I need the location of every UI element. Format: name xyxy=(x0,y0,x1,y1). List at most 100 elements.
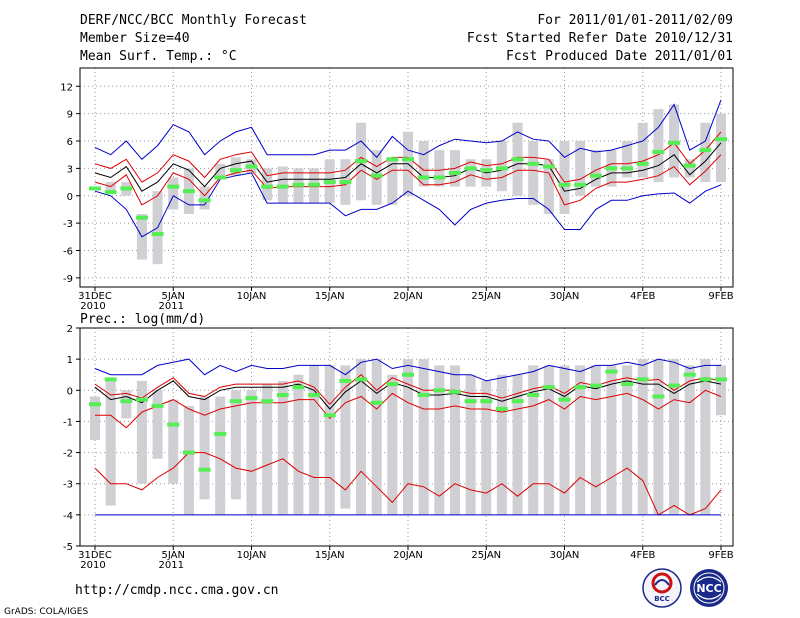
median-mark-32 xyxy=(589,383,602,388)
median-mark-29 xyxy=(542,385,555,390)
box-26 xyxy=(496,374,507,515)
box-32 xyxy=(590,365,601,515)
x-tick-label: 20JAN xyxy=(393,291,423,302)
median-mark-37 xyxy=(668,383,681,388)
box-22 xyxy=(434,150,445,187)
median-mark-32 xyxy=(589,173,602,178)
median-mark-22 xyxy=(433,175,446,180)
variable-label: Mean Surf. Temp.: °C xyxy=(80,49,237,64)
box-28 xyxy=(528,365,539,515)
x-tick-label: 10JAN xyxy=(237,291,267,302)
median-mark-2 xyxy=(120,186,133,191)
box-0 xyxy=(90,396,100,441)
ncc-logo-text: NCC xyxy=(696,582,721,595)
website-url: http://cmdp.ncc.cma.gov.cn xyxy=(75,583,279,598)
box-29 xyxy=(543,159,554,214)
box-30 xyxy=(559,365,570,515)
y-tick-label: 1 xyxy=(67,355,73,366)
median-mark-24 xyxy=(464,166,477,171)
median-mark-11 xyxy=(261,399,274,404)
box-13 xyxy=(293,374,304,515)
box-40 xyxy=(716,365,726,416)
box-28 xyxy=(528,141,539,205)
box-6 xyxy=(183,405,194,515)
forecast-period: For 2011/01/01-2011/02/09 xyxy=(537,13,733,28)
median-mark-29 xyxy=(542,164,555,169)
median-mark-21 xyxy=(417,175,430,180)
median-mark-26 xyxy=(495,406,508,411)
box-18 xyxy=(371,359,382,515)
median-mark-5 xyxy=(167,422,180,427)
box-31 xyxy=(575,365,586,515)
bcc-logo-text: BCC xyxy=(654,595,670,603)
min-line xyxy=(94,452,722,516)
x-tick-year: 2011 xyxy=(159,301,184,312)
x-tick-label: 4FEB xyxy=(630,550,655,561)
lower-spread-line xyxy=(94,154,722,206)
box-32 xyxy=(590,150,601,187)
box-19 xyxy=(387,159,398,205)
median-mark-8 xyxy=(214,175,227,180)
box-4 xyxy=(152,390,163,459)
y-tick-label: -3 xyxy=(63,480,73,491)
x-tick-label: 31DEC xyxy=(78,291,112,302)
box-27 xyxy=(512,374,523,515)
box-5 xyxy=(168,177,179,210)
median-mark-39 xyxy=(699,148,712,153)
y-tick-label: -1 xyxy=(63,417,73,428)
median-mark-25 xyxy=(480,399,493,404)
x-tick-year: 2010 xyxy=(80,301,105,312)
y-tick-label: -4 xyxy=(63,511,73,522)
median-mark-40 xyxy=(715,377,727,382)
median-mark-14 xyxy=(308,182,321,187)
median-mark-28 xyxy=(527,161,540,166)
y-tick-label: -5 xyxy=(63,542,73,553)
median-mark-16 xyxy=(339,378,352,383)
median-mark-36 xyxy=(652,149,665,154)
median-mark-6 xyxy=(182,189,195,194)
median-mark-1 xyxy=(104,377,117,382)
max-line xyxy=(94,358,721,382)
box-5 xyxy=(168,399,179,484)
y-tick-label: 9 xyxy=(67,110,73,121)
member-size-label: Member Size=40 xyxy=(80,31,190,46)
median-mark-11 xyxy=(261,184,274,189)
median-mark-19 xyxy=(386,157,399,162)
median-mark-19 xyxy=(386,382,399,387)
box-25 xyxy=(481,380,492,515)
box-21 xyxy=(418,359,429,515)
y-tick-label: -2 xyxy=(63,449,73,460)
box-24 xyxy=(465,374,476,515)
ncc-logo: NCC xyxy=(690,569,728,607)
box-8 xyxy=(215,163,226,178)
median-mark-38 xyxy=(683,372,696,377)
box-37 xyxy=(669,359,680,515)
x-tick-label: 25JAN xyxy=(471,550,501,561)
median-mark-3 xyxy=(135,215,148,220)
median-mark-18 xyxy=(370,400,383,405)
box-22 xyxy=(434,365,445,515)
y-tick-label: -3 xyxy=(63,219,73,230)
median-mark-2 xyxy=(120,399,133,404)
median-mark-23 xyxy=(448,389,461,394)
x-tick-label: 5JAN xyxy=(162,550,185,561)
median-mark-1 xyxy=(104,190,117,195)
median-mark-35 xyxy=(636,377,649,382)
x-tick-label: 15JAN xyxy=(315,550,345,561)
x-tick-label: 10JAN xyxy=(237,550,267,561)
box-7 xyxy=(199,396,210,500)
median-mark-34 xyxy=(621,382,634,387)
box-34 xyxy=(622,141,633,178)
median-mark-3 xyxy=(135,397,148,402)
x-tick-year: 2010 xyxy=(80,560,105,571)
chart-title: DERF/NCC/BCC Monthly Forecast xyxy=(80,13,307,28)
median-mark-25 xyxy=(480,168,493,173)
median-mark-15 xyxy=(323,180,336,185)
median-mark-31 xyxy=(574,385,587,390)
median-mark-23 xyxy=(448,170,461,175)
median-mark-0 xyxy=(89,402,101,407)
median-mark-7 xyxy=(198,198,211,203)
